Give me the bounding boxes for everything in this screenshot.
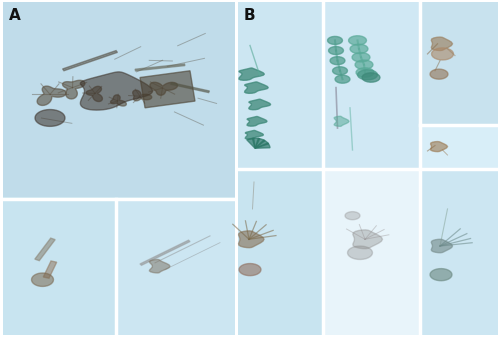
Polygon shape [140, 240, 190, 265]
Polygon shape [356, 68, 374, 77]
Polygon shape [330, 57, 345, 65]
Polygon shape [140, 71, 195, 108]
Polygon shape [35, 110, 65, 126]
Bar [118, 201, 235, 335]
Bar [422, 2, 498, 125]
Polygon shape [37, 86, 66, 105]
Polygon shape [238, 231, 264, 248]
Polygon shape [345, 212, 360, 220]
Polygon shape [255, 143, 270, 148]
Bar [422, 170, 498, 335]
Polygon shape [332, 67, 347, 75]
Polygon shape [62, 51, 118, 71]
Polygon shape [432, 37, 452, 51]
Bar [422, 126, 498, 168]
Polygon shape [353, 230, 382, 249]
Bar [324, 2, 420, 168]
Polygon shape [32, 273, 54, 286]
Polygon shape [334, 116, 349, 126]
Polygon shape [432, 239, 452, 253]
Polygon shape [62, 80, 85, 99]
Polygon shape [132, 90, 152, 101]
Polygon shape [239, 68, 264, 80]
Bar [238, 2, 322, 168]
Polygon shape [348, 36, 366, 45]
Polygon shape [430, 69, 448, 79]
Polygon shape [430, 142, 448, 152]
Polygon shape [328, 36, 342, 44]
Polygon shape [355, 60, 373, 69]
Polygon shape [252, 138, 260, 148]
Text: B: B [244, 8, 255, 24]
Polygon shape [244, 82, 268, 93]
Polygon shape [249, 99, 270, 110]
Polygon shape [255, 140, 268, 148]
Polygon shape [255, 139, 265, 148]
Polygon shape [432, 48, 454, 60]
Polygon shape [350, 44, 368, 54]
Polygon shape [362, 73, 380, 82]
Polygon shape [348, 246, 372, 259]
Polygon shape [247, 117, 267, 126]
Polygon shape [358, 70, 378, 80]
Polygon shape [110, 95, 126, 106]
Polygon shape [35, 238, 55, 261]
Polygon shape [44, 261, 57, 278]
Polygon shape [80, 72, 152, 110]
Polygon shape [150, 82, 178, 95]
Polygon shape [135, 64, 185, 71]
Bar [324, 170, 420, 335]
Polygon shape [239, 264, 261, 276]
Bar [238, 170, 322, 335]
Bar [2, 2, 235, 335]
Polygon shape [170, 83, 209, 93]
Bar [2, 201, 115, 335]
Bar [238, 2, 498, 335]
Polygon shape [86, 86, 102, 101]
Polygon shape [328, 47, 344, 55]
Bar [2, 2, 235, 197]
Polygon shape [150, 259, 170, 273]
Polygon shape [247, 138, 255, 148]
Polygon shape [352, 53, 370, 62]
Polygon shape [335, 75, 350, 83]
Polygon shape [430, 269, 452, 281]
Polygon shape [246, 130, 264, 139]
Text: A: A [8, 8, 20, 24]
